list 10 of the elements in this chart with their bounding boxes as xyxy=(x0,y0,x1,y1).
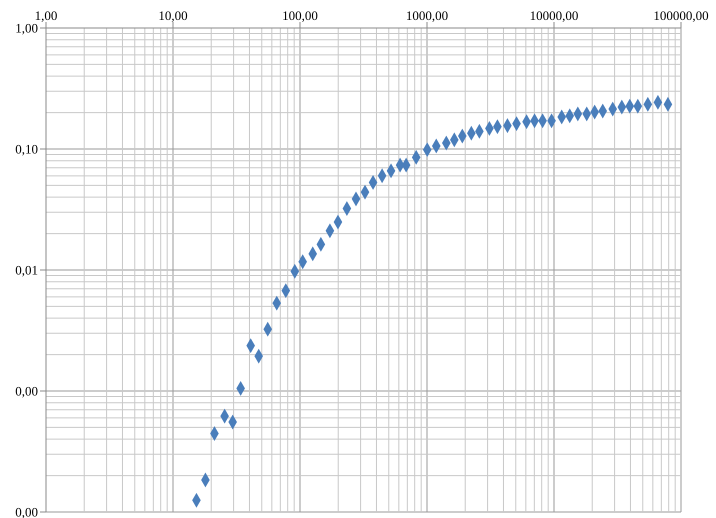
x-tick-label: 1000,00 xyxy=(406,8,448,23)
y-tick-label: 0,01 xyxy=(15,262,38,278)
x-tick-label: 100000,00 xyxy=(653,8,709,23)
x-tick-label: 10,00 xyxy=(158,8,188,23)
y-tick-label: 1,00 xyxy=(15,20,38,36)
x-tick-label: 100,00 xyxy=(282,8,318,23)
y-tick-label: 0,00 xyxy=(15,384,38,399)
x-tick-label: 1,00 xyxy=(34,8,58,23)
y-tick-label: 0,10 xyxy=(15,142,38,157)
x-tick-label: 10000,00 xyxy=(530,8,578,23)
